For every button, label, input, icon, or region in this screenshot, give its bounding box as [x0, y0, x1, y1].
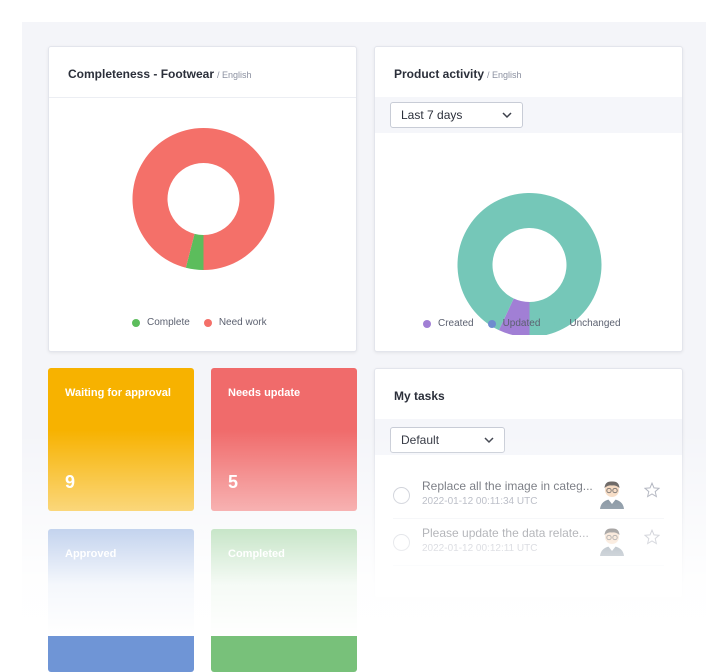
- avatar-icon: [600, 481, 624, 509]
- completeness-header-divider: [49, 97, 356, 98]
- donut-slice-created: [498, 298, 530, 335]
- completeness-donut-chart: [132, 128, 275, 270]
- completeness-card: Completeness - Footwear / English Complet…: [48, 46, 357, 352]
- completeness-legend: Complete Need work: [132, 317, 267, 328]
- legend-unchanged-label: Unchanged: [569, 318, 621, 329]
- legend-unchanged-swatch: [554, 319, 563, 328]
- legend-updated-label: Updated: [502, 318, 541, 329]
- task-divider: [393, 565, 664, 566]
- task-item[interactable]: Please update the data relate... 2022-01…: [393, 520, 664, 566]
- product-activity-card: Product activity / English Last 7 days Cr…: [374, 46, 683, 352]
- legend-created-swatch: [423, 319, 431, 328]
- chevron-down-icon: [502, 112, 512, 119]
- legend-created-label: Created: [438, 318, 474, 329]
- star-icon[interactable]: [644, 482, 660, 498]
- completeness-title-text: Completeness - Footwear: [68, 67, 215, 81]
- task-item[interactable]: Replace all the image in categ... 2022-0…: [393, 473, 664, 519]
- activity-legend: Created Updated Unchanged: [423, 318, 621, 329]
- tile-waiting-count: 9: [65, 472, 76, 492]
- activity-locale: / English: [487, 70, 522, 80]
- tile-completed-label: Completed: [228, 548, 285, 560]
- avatar-icon: [600, 528, 624, 556]
- donut-slice-complete: [185, 233, 204, 270]
- my-tasks-card: My tasks Default Replace all the image i…: [374, 368, 683, 598]
- tile-waiting-label: Waiting for approval: [65, 387, 171, 399]
- donut-slice-unchanged: [457, 193, 602, 335]
- task-filter-dropdown[interactable]: Default: [390, 427, 505, 453]
- task-timestamp: 2022-01-12 00:11:34 UTC: [422, 496, 538, 507]
- completeness-locale: / English: [217, 70, 252, 80]
- legend-complete-label: Complete: [147, 317, 190, 328]
- donut-slice-need-work: [132, 128, 275, 270]
- star-icon[interactable]: [644, 529, 660, 545]
- legend-need-work-label: Need work: [218, 317, 267, 328]
- task-text: Replace all the image in categ...: [422, 479, 593, 493]
- activity-title-text: Product activity: [394, 67, 485, 81]
- completeness-title: Completeness - Footwear / English: [68, 67, 252, 81]
- task-text: Please update the data relate...: [422, 526, 589, 540]
- task-filter-value: Default: [401, 433, 440, 447]
- activity-donut-chart: [457, 193, 602, 335]
- legend-need-work-swatch: [203, 318, 212, 327]
- legend-need-work: Need work: [203, 317, 267, 328]
- tile-approved[interactable]: Approved: [48, 529, 194, 672]
- tile-needs-update-count: 5: [228, 472, 239, 492]
- chevron-down-icon: [484, 437, 494, 444]
- tile-needs-update[interactable]: Needs update 5: [211, 368, 357, 511]
- legend-unchanged: Unchanged: [554, 318, 621, 329]
- legend-updated: Updated: [487, 318, 541, 329]
- legend-updated-swatch: [487, 319, 496, 328]
- tile-approved-label: Approved: [65, 548, 117, 560]
- tile-needs-update-label: Needs update: [228, 387, 301, 399]
- tasks-title: My tasks: [394, 389, 445, 403]
- task-timestamp: 2022-01-12 00:12:11 UTC: [422, 543, 538, 554]
- tile-waiting-for-approval[interactable]: Waiting for approval 9: [48, 368, 194, 511]
- tile-completed[interactable]: Completed: [211, 529, 357, 672]
- activity-title: Product activity / English: [394, 67, 522, 81]
- task-checkbox[interactable]: [393, 487, 410, 504]
- legend-created: Created: [423, 318, 474, 329]
- legend-complete: Complete: [132, 317, 190, 328]
- task-divider: [393, 518, 664, 519]
- date-range-value: Last 7 days: [401, 108, 463, 122]
- legend-complete-swatch: [132, 318, 140, 327]
- task-checkbox[interactable]: [393, 534, 410, 551]
- date-range-dropdown[interactable]: Last 7 days: [390, 102, 523, 128]
